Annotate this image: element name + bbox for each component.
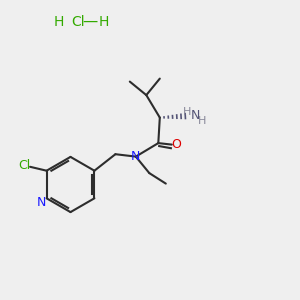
Text: H: H — [98, 16, 109, 29]
Text: Cl: Cl — [18, 159, 30, 172]
Text: N: N — [131, 150, 140, 163]
Text: N: N — [190, 109, 200, 122]
Text: H: H — [53, 16, 64, 29]
Text: O: O — [172, 138, 182, 151]
Text: Cl: Cl — [71, 16, 85, 29]
Text: N: N — [37, 196, 46, 209]
Text: —: — — [82, 14, 98, 28]
Text: H: H — [183, 107, 191, 117]
Text: H: H — [198, 116, 206, 126]
